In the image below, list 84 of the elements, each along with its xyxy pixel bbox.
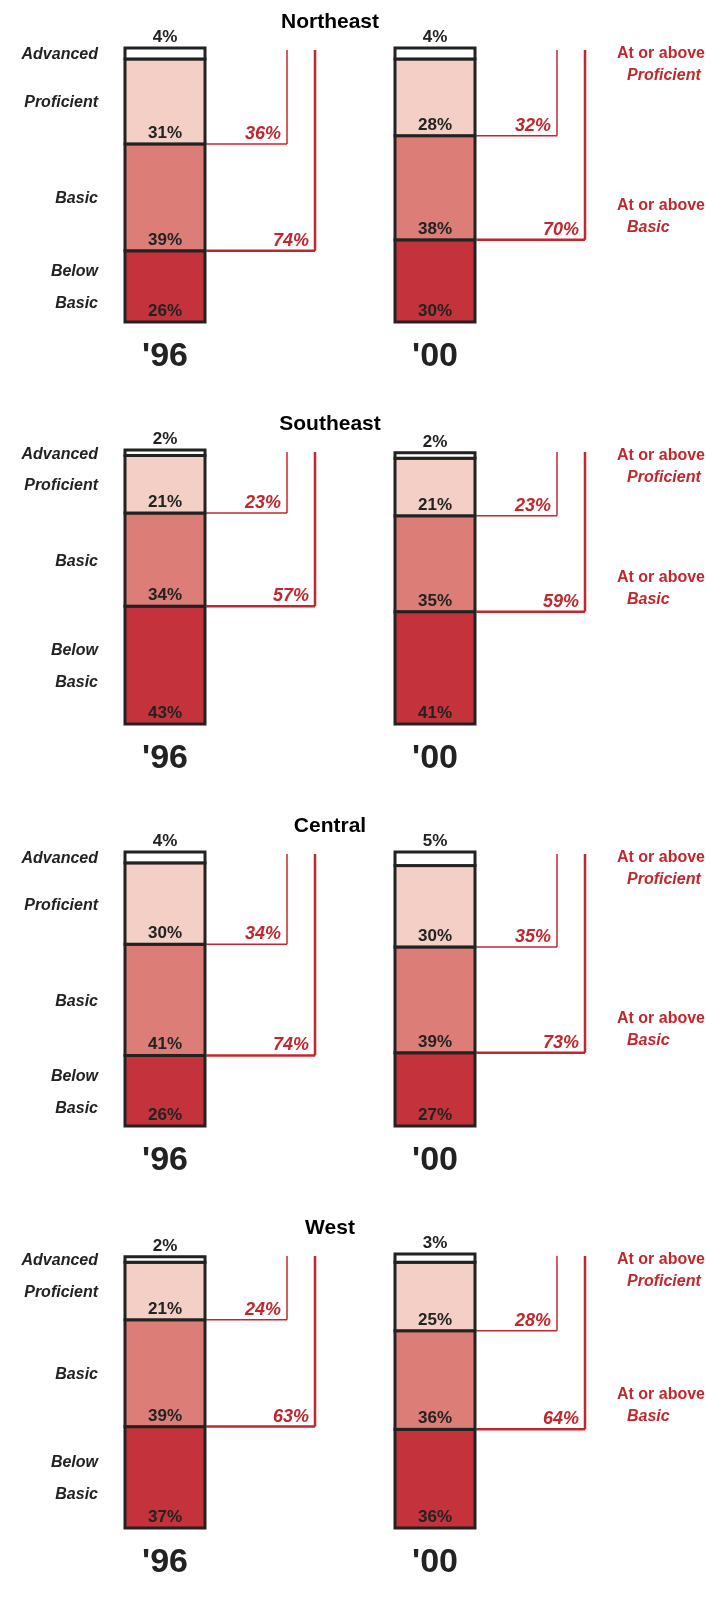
- data-label: 39%: [147, 1405, 183, 1425]
- series-label: Proficient: [24, 93, 99, 111]
- data-label: 30%: [417, 925, 453, 945]
- x-tick-label: '00: [412, 1541, 458, 1579]
- annotation: 63%: [272, 1405, 309, 1426]
- data-label: 31%: [147, 122, 183, 142]
- annotation: 35%: [514, 925, 551, 946]
- annotation: 23%: [243, 492, 281, 513]
- data-label: 27%: [417, 1105, 453, 1124]
- text: At or above Basic: [617, 1008, 706, 1048]
- chart-title: Northeast: [280, 9, 380, 32]
- annotation: 73%: [542, 1031, 579, 1052]
- x-tick-label: '00: [412, 1139, 458, 1177]
- text: At or above Proficient: [617, 848, 706, 887]
- annotation: 70%: [542, 218, 579, 239]
- x-tick-label: '96: [142, 1541, 188, 1579]
- data-label: 26%: [147, 1105, 183, 1124]
- data-label: 39%: [417, 1031, 453, 1051]
- data-label: 21%: [147, 1298, 183, 1318]
- series-label: Advanced: [20, 444, 100, 462]
- data-label: 37%: [147, 1507, 183, 1526]
- annotation: 59%: [542, 590, 579, 611]
- series-label: Basic: [55, 551, 99, 569]
- series-label: Advanced: [20, 45, 100, 63]
- series-label: Basic: [55, 991, 99, 1009]
- annotation: 32%: [514, 114, 551, 135]
- x-tick-label: '96: [142, 737, 188, 775]
- series-label: Proficient: [24, 1282, 99, 1300]
- data-label: 4%: [152, 27, 178, 46]
- series-label: Proficient: [24, 895, 99, 913]
- annotation: 57%: [272, 585, 309, 606]
- text: At or above Proficient: [617, 446, 706, 485]
- text: At or above Proficient: [617, 44, 706, 83]
- x-tick-label: '00: [412, 737, 458, 775]
- data-label: 41%: [417, 703, 453, 722]
- data-label: 38%: [417, 218, 453, 238]
- data-label: 28%: [417, 114, 453, 134]
- data-label: 43%: [147, 703, 183, 722]
- data-label: 36%: [417, 1408, 453, 1428]
- annotation: 74%: [272, 1034, 309, 1055]
- data-label: 41%: [147, 1034, 183, 1054]
- data-label: 36%: [417, 1507, 453, 1526]
- series-label: Proficient: [24, 476, 99, 494]
- annotation: 24%: [243, 1298, 281, 1319]
- data-label: 2%: [422, 431, 448, 451]
- data-label: 25%: [417, 1309, 453, 1329]
- data-label: 4%: [152, 831, 178, 850]
- annotation: 64%: [542, 1408, 579, 1429]
- x-tick-label: '96: [142, 335, 188, 373]
- data-label: 26%: [147, 301, 183, 320]
- series-label: Below Basic: [50, 262, 100, 312]
- x-tick-label: '00: [412, 335, 458, 373]
- text: At or above Basic: [617, 195, 706, 235]
- chart-title: Central: [293, 813, 367, 836]
- data-label: 2%: [152, 429, 178, 448]
- series-label: Advanced: [20, 1251, 100, 1269]
- data-label: 3%: [422, 1233, 448, 1252]
- data-label: 5%: [422, 831, 448, 850]
- series-label: Below Basic: [50, 641, 100, 691]
- series-label: Below Basic: [50, 1453, 100, 1503]
- text: At or above Basic: [617, 1385, 706, 1425]
- annotation: 36%: [244, 122, 281, 143]
- data-label: 35%: [417, 590, 453, 610]
- x-tick-label: '96: [142, 1139, 188, 1177]
- data-label: 21%: [417, 494, 453, 514]
- chart-title: West: [305, 1215, 355, 1238]
- data-label: 34%: [147, 585, 183, 605]
- data-label: 2%: [152, 1235, 178, 1255]
- series-label: Below Basic: [50, 1066, 100, 1116]
- data-label: 30%: [147, 923, 183, 943]
- data-label: 4%: [422, 27, 448, 46]
- annotation: 74%: [272, 229, 309, 250]
- annotation: 28%: [513, 1309, 551, 1330]
- data-label: 30%: [417, 301, 453, 320]
- text: At or above Basic: [617, 567, 706, 607]
- annotation: 23%: [513, 494, 551, 515]
- series-label: Basic: [55, 1365, 99, 1383]
- text: At or above Proficient: [617, 1250, 706, 1289]
- data-label: 39%: [147, 229, 183, 249]
- series-label: Basic: [55, 189, 99, 207]
- chart-title: Southeast: [279, 411, 381, 434]
- data-label: 21%: [147, 492, 183, 512]
- series-label: Advanced: [20, 849, 100, 867]
- annotation: 34%: [244, 923, 281, 944]
